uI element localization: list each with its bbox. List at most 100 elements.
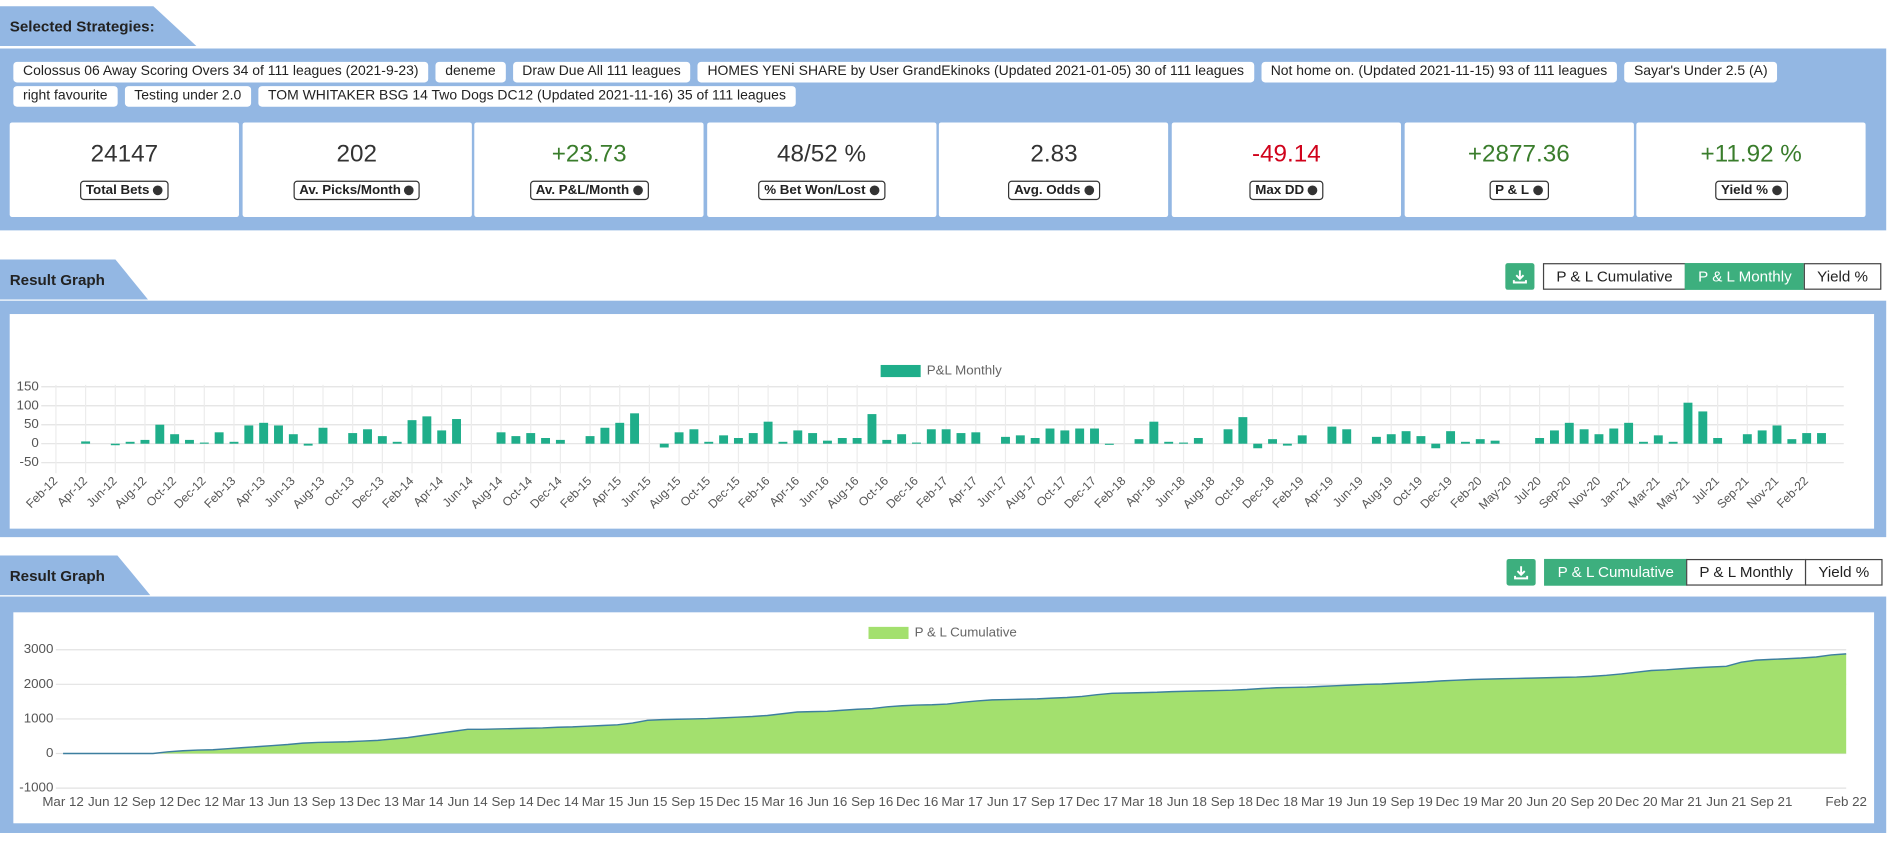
section-tab: Result Graph — [0, 259, 148, 300]
y-tick-label: 0 — [31, 435, 38, 450]
x-tick-label: Sep 19 — [1391, 794, 1433, 809]
info-icon — [869, 185, 879, 196]
stat-card: +23.73 Av. P&L/Month — [474, 122, 704, 218]
bar — [437, 430, 447, 444]
x-tick-label: Sep 14 — [491, 794, 534, 809]
x-tick-label: Dec 15 — [716, 794, 758, 809]
bar — [1772, 425, 1782, 444]
stat-label: Avg. Odds — [1008, 180, 1100, 201]
bar — [1639, 441, 1648, 444]
bar — [793, 430, 803, 444]
bar — [81, 441, 91, 444]
bar — [1653, 435, 1663, 444]
bar — [1253, 443, 1263, 449]
info-icon — [1771, 185, 1782, 196]
bar — [1817, 433, 1826, 444]
y-tick-label: 100 — [17, 397, 39, 412]
bar — [1698, 411, 1708, 444]
stat-label-text: Total Bets — [85, 183, 150, 198]
bar — [199, 442, 209, 444]
bar — [1149, 421, 1159, 444]
x-tick-label: Jun 20 — [1526, 794, 1566, 809]
stat-card: +11.92 % Yield % — [1636, 122, 1866, 218]
x-tick-label: Sep 21 — [1750, 794, 1792, 809]
bar — [140, 439, 150, 444]
stat-value: +23.73 — [551, 140, 627, 168]
bar — [526, 433, 536, 444]
bar — [1742, 434, 1752, 444]
strategy-chip: deneme — [435, 61, 506, 83]
x-tick-label: Mar 13 — [222, 794, 263, 809]
graph-toolbar: P & L Cumulative P & L Monthly Yield % — [1505, 263, 1882, 290]
x-tick-label: Dec-16 — [883, 474, 921, 512]
graph-type-button[interactable]: P & L Monthly — [1684, 263, 1806, 290]
bar — [600, 427, 610, 444]
stat-label: P & L — [1489, 180, 1549, 201]
x-tick-label: Feb-16 — [735, 474, 772, 511]
bar — [1460, 441, 1470, 444]
x-tick-label: Dec 13 — [357, 794, 399, 809]
strategy-chip: Sayar's Under 2.5 (A) — [1624, 61, 1778, 83]
bar — [1060, 430, 1070, 444]
x-tick-label: Sep 12 — [132, 794, 174, 809]
bar — [1787, 439, 1797, 444]
x-tick-label: Sep 18 — [1211, 794, 1253, 809]
x-tick-label: Feb-22 — [1774, 474, 1811, 511]
legend-label: P&L Monthly — [927, 363, 1002, 378]
graph-type-button[interactable]: Yield % — [1805, 558, 1883, 586]
bar — [1164, 441, 1174, 444]
bar — [1223, 429, 1233, 444]
bar — [1549, 430, 1559, 444]
bar — [452, 419, 461, 444]
x-tick-label: Jun 21 — [1706, 794, 1746, 809]
stat-label: Max DD — [1249, 180, 1324, 201]
graph-type-button[interactable]: Yield % — [1803, 263, 1882, 290]
bar — [496, 432, 506, 444]
graph-type-button[interactable]: P & L Cumulative — [1544, 558, 1688, 586]
stat-label-text: Av. P&L/Month — [535, 183, 630, 198]
bar — [659, 443, 669, 448]
bar — [1001, 436, 1010, 444]
x-tick-label: Aug-18 — [1180, 474, 1218, 512]
x-tick-label: Sep 13 — [312, 794, 354, 809]
bar — [1193, 438, 1203, 444]
legend-swatch — [868, 626, 909, 639]
x-tick-label: Feb-12 — [23, 474, 60, 511]
x-tick-label: Mar 19 — [1301, 794, 1342, 809]
bar — [882, 439, 892, 444]
download-button[interactable] — [1505, 263, 1535, 290]
x-tick-label: Jun 15 — [627, 794, 667, 809]
bar — [1386, 434, 1396, 444]
bar — [1342, 429, 1352, 444]
bar — [912, 442, 921, 444]
stat-card: 202 Av. Picks/Month — [242, 122, 472, 218]
bar — [615, 422, 625, 444]
stat-label-text: Max DD — [1255, 183, 1305, 198]
y-tick-label: 1000 — [24, 710, 54, 725]
graph-type-button[interactable]: P & L Monthly — [1686, 558, 1807, 586]
bar — [1683, 402, 1693, 444]
y-tick-label: 2000 — [24, 676, 54, 691]
bar — [1134, 439, 1144, 444]
x-tick-label: Apr-15 — [589, 474, 625, 510]
download-button[interactable] — [1506, 558, 1536, 586]
x-tick-label: Mar 14 — [402, 794, 444, 809]
strategy-chip: Not home on. (Updated 2021-11-15) 93 of … — [1260, 61, 1617, 83]
strategy-chip: right favourite — [13, 86, 118, 107]
x-tick-label: Jun 12 — [88, 794, 128, 809]
x-tick-label: Aug-12 — [112, 474, 150, 512]
info-icon — [153, 185, 163, 196]
bar — [674, 432, 684, 444]
stat-card: 2.83 Avg. Odds — [939, 122, 1169, 218]
bar — [1045, 428, 1055, 444]
legend-swatch — [880, 364, 921, 378]
bar — [1327, 426, 1337, 444]
legend-label: P & L Cumulative — [915, 624, 1017, 639]
bar — [1713, 438, 1723, 444]
strategy-chip: Colossus 06 Away Scoring Overs 34 of 111… — [13, 61, 429, 83]
y-tick-label: -1000 — [19, 780, 53, 795]
area-line — [63, 653, 1847, 755]
graph-type-button[interactable]: P & L Cumulative — [1543, 263, 1687, 290]
